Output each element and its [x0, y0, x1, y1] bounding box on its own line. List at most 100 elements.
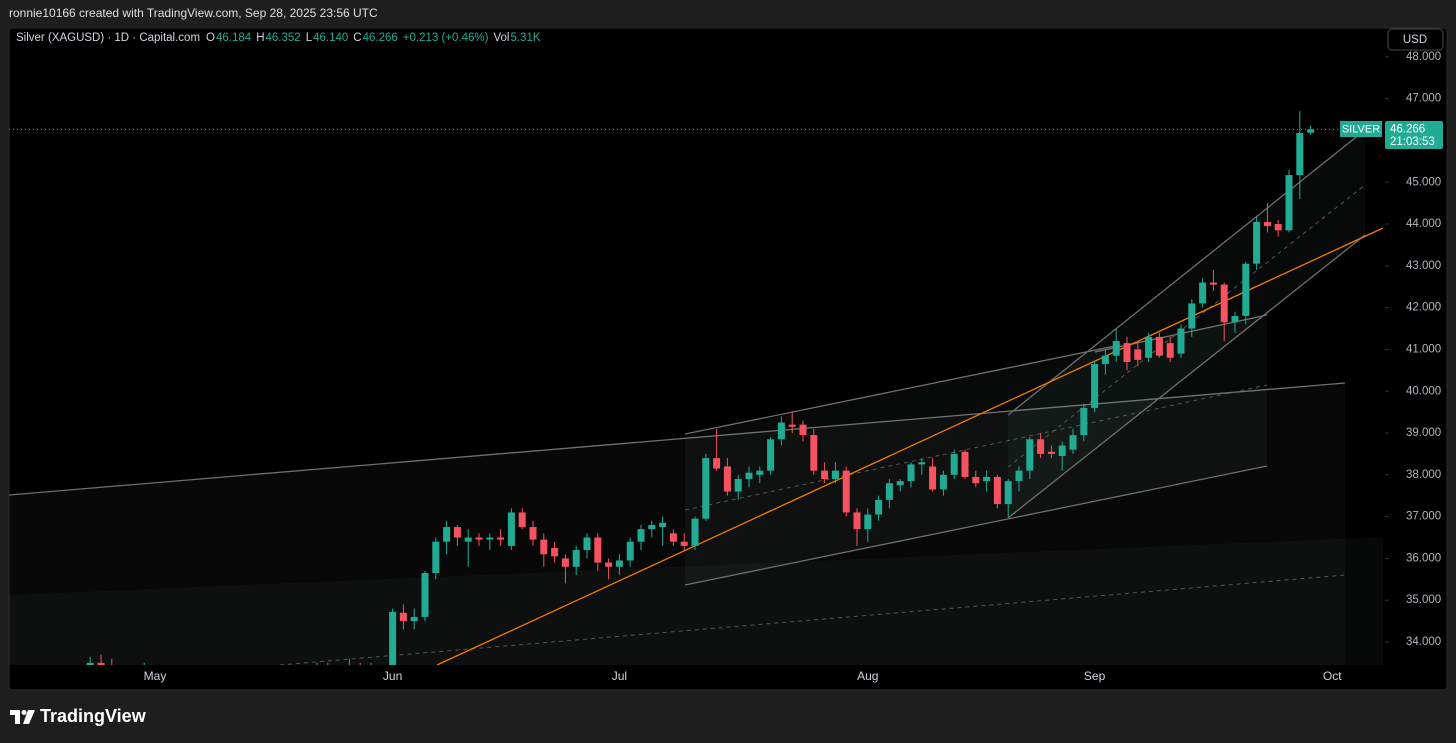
legend-value: 46.266	[363, 32, 398, 44]
candle-body	[453, 527, 461, 538]
y-tick-label: 44.000	[1406, 218, 1441, 230]
candle-body	[648, 524, 656, 530]
candle-body	[421, 573, 429, 617]
candle-body	[486, 537, 494, 540]
candle-body	[443, 527, 451, 542]
candle-body	[680, 541, 688, 546]
candle-body	[842, 470, 850, 513]
currency-label[interactable]: USD	[1403, 34, 1427, 46]
legend-value: 46.140	[313, 32, 348, 44]
candle-body	[561, 558, 569, 567]
candle-body	[810, 435, 818, 471]
candle-body	[1145, 336, 1153, 358]
candle-body	[464, 537, 472, 542]
y-tick-label: 37.000	[1406, 511, 1441, 523]
symbol-tag	[1340, 121, 1382, 137]
candle-body	[864, 514, 872, 530]
countdown-label: 21:03:53	[1390, 136, 1435, 148]
candle-body	[885, 483, 893, 500]
y-tick-label: 39.000	[1406, 427, 1441, 439]
chart-panel	[8, 27, 1448, 691]
candle-body	[929, 466, 937, 490]
candle-body	[788, 424, 796, 427]
candle-body	[734, 478, 742, 492]
x-tick-label: Jul	[612, 669, 627, 683]
candle-body	[1080, 407, 1088, 436]
price-tag-label: 46.266	[1390, 124, 1425, 136]
candle-body	[1069, 435, 1077, 450]
candle-body	[918, 462, 926, 465]
candle-body	[1101, 355, 1109, 365]
candle-body	[540, 539, 548, 555]
legend-key: L	[306, 32, 313, 44]
candle-body	[939, 474, 947, 490]
legend-key: Vol	[493, 32, 509, 44]
candle-body	[756, 470, 764, 475]
candle-body	[1091, 364, 1099, 408]
y-tick-label: 47.000	[1406, 93, 1441, 105]
candle-body	[831, 470, 839, 479]
channel-midline	[1007, 184, 1366, 468]
legend-key: C	[353, 32, 361, 44]
candles	[9, 111, 1385, 665]
header-text: ronnie10166 created with TradingView.com…	[9, 6, 378, 20]
legend-value: 46.352	[266, 32, 301, 44]
legend-title: Silver (XAGUSD) · 1D · Capital.com	[16, 32, 200, 44]
x-tick-label: Aug	[857, 669, 878, 683]
candle-body	[745, 472, 753, 479]
legend-value: 5.31K	[510, 32, 540, 44]
y-tick-label: 40.000	[1406, 385, 1441, 397]
legend-key: H	[256, 32, 264, 44]
candle-body	[777, 422, 785, 440]
candle-body	[410, 616, 418, 622]
candle-body	[1296, 132, 1304, 176]
logo-part	[21, 710, 27, 715]
candle-body	[1015, 470, 1023, 482]
candle-body	[1123, 343, 1131, 362]
candle-body	[1004, 481, 1012, 505]
currency-button[interactable]	[1387, 28, 1444, 51]
candle-body	[518, 512, 526, 528]
x-tick-label: May	[144, 669, 167, 683]
y-tick-label: 35.000	[1406, 594, 1441, 606]
candle-body	[432, 541, 440, 574]
candle-body	[1253, 221, 1261, 264]
candle-body	[1177, 328, 1185, 354]
candle-body	[1263, 221, 1271, 227]
candle-body	[1166, 343, 1174, 358]
candle-body	[86, 662, 94, 665]
candle-body	[907, 464, 915, 482]
channel-fill	[685, 315, 1267, 585]
candle-body	[1274, 224, 1282, 231]
candle-body	[1209, 282, 1217, 285]
y-tick-label: 42.000	[1406, 302, 1441, 314]
candle-body	[1242, 263, 1250, 316]
y-tick-label: 34.000	[1406, 636, 1441, 648]
candle-body	[529, 527, 537, 540]
candle-body	[691, 518, 699, 546]
y-tick-label: 36.000	[1406, 552, 1441, 564]
x-tick-label: Jun	[383, 669, 402, 683]
legend-change: +0.213 (+0.46%)	[403, 32, 489, 44]
price-tag	[1385, 121, 1443, 149]
candle-body	[551, 547, 559, 557]
channel-line	[1007, 129, 1366, 416]
candle-body	[896, 481, 904, 486]
candle-body	[615, 560, 623, 567]
candle-body	[799, 424, 807, 436]
candle-body	[1231, 315, 1239, 323]
candle-body	[993, 476, 1001, 505]
logo-part	[10, 710, 20, 724]
candle-body	[723, 466, 731, 492]
candle-body	[1058, 445, 1066, 457]
channel-line	[684, 344, 1121, 435]
candle-body	[961, 451, 969, 477]
candle-body	[821, 470, 829, 479]
y-tick-label: 38.000	[1406, 469, 1441, 481]
candle-body	[983, 476, 991, 482]
brand-name: TradingView	[40, 706, 147, 726]
candle-body	[594, 537, 602, 563]
candle-body	[605, 562, 613, 567]
candle-body	[950, 453, 958, 475]
